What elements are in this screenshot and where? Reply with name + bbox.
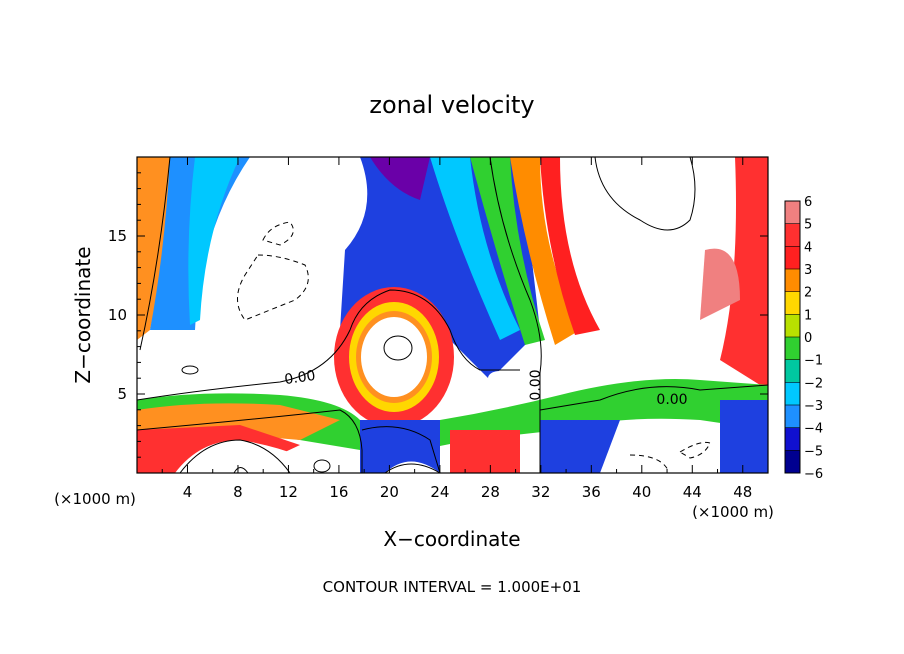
colorbar-label: 0 — [804, 331, 812, 346]
y-axis-label: Z−coordinate — [71, 246, 95, 383]
x-tick-label: 16 — [329, 483, 348, 501]
contour-lines — [137, 157, 768, 473]
x-tick-label: 8 — [233, 483, 243, 501]
x-tick-label: 44 — [683, 483, 702, 501]
colorbar-label: 3 — [804, 263, 812, 278]
contour-interval-text: CONTOUR INTERVAL = 1.000E+01 — [323, 578, 582, 596]
y-tick-label: 10 — [108, 306, 127, 324]
colorbar-label: 6 — [804, 195, 812, 210]
colorbar-swatch — [785, 450, 800, 473]
x-tick-label: 4 — [183, 483, 193, 501]
x-axis-label: X−coordinate — [383, 527, 520, 551]
chart-title: zonal velocity — [369, 91, 534, 119]
colorbar-swatch — [785, 223, 800, 247]
colorbar-swatch — [785, 314, 800, 337]
colorbar-swatch — [785, 246, 800, 269]
colorbar-swatch — [785, 201, 800, 224]
colorbar-label: −2 — [804, 376, 823, 391]
colorbar: 6 5 4 3 2 1 0 −1 −2 −3 −4 −5 −6 — [784, 195, 823, 482]
y-axis: 5 10 15 — [108, 172, 768, 458]
y-tick-label: 15 — [108, 227, 127, 245]
colorbar-swatch — [785, 269, 800, 292]
contour-label-left: 0.00 — [283, 368, 316, 388]
colorbar-swatch — [785, 427, 800, 451]
y-tick-label: 5 — [117, 385, 127, 403]
contour-label-right: 0.00 — [656, 392, 687, 408]
x-tick-label: 12 — [279, 483, 298, 501]
x-unit-left: (×1000 m) — [54, 490, 136, 508]
contour-labels: 0.00 0.00 0.00 — [283, 368, 687, 408]
x-axis: 4 8 12 16 20 24 28 32 36 40 44 48 — [161, 157, 752, 501]
colorbar-swatch — [785, 405, 800, 428]
x-tick-label: 24 — [430, 483, 449, 501]
x-tick-label: 32 — [531, 483, 550, 501]
x-tick-label: 28 — [481, 483, 500, 501]
x-unit-right: (×1000 m) — [692, 503, 774, 521]
colorbar-label: −6 — [804, 467, 823, 482]
colorbar-swatch — [785, 291, 800, 315]
colorbar-label: 4 — [804, 240, 812, 255]
velocity-field — [137, 157, 768, 473]
colorbar-label: 2 — [804, 286, 812, 301]
colorbar-swatch — [785, 337, 800, 360]
colorbar-label: 1 — [804, 308, 812, 323]
colorbar-label: −1 — [804, 354, 823, 369]
contour-label-mid: 0.00 — [528, 369, 544, 400]
colorbar-label: −3 — [804, 399, 823, 414]
x-tick-label: 20 — [380, 483, 399, 501]
colorbar-label: −4 — [804, 422, 823, 437]
colorbar-swatch — [785, 359, 800, 383]
x-tick-label: 48 — [733, 483, 752, 501]
colorbar-label: −5 — [804, 444, 823, 459]
x-tick-label: 36 — [582, 483, 601, 501]
x-tick-label: 40 — [632, 483, 651, 501]
colorbar-swatch — [785, 382, 800, 405]
colorbar-label: 5 — [804, 218, 812, 233]
